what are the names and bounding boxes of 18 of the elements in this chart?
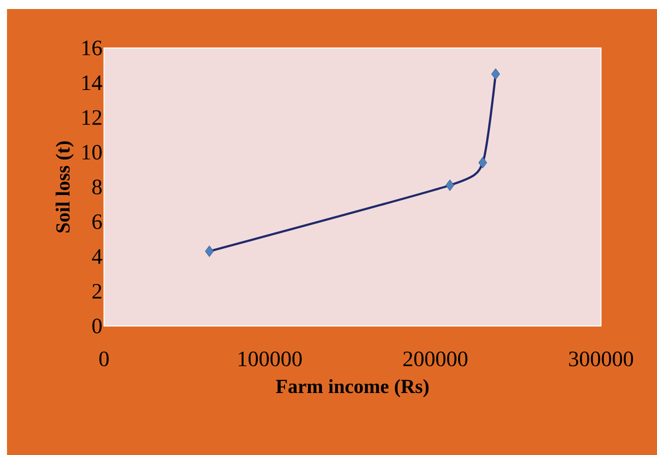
point	[491, 68, 500, 80]
y-tick-label: 16	[82, 40, 102, 56]
x-tick-label: 300000	[569, 352, 634, 366]
y-tick-label: 2	[92, 284, 102, 298]
x-tick-label: 200000	[403, 352, 468, 366]
y-tick-label: 10	[82, 144, 102, 160]
point	[446, 180, 454, 191]
y-axis-title: Soil loss (t)	[56, 141, 74, 232]
x-tick-label: 100000	[238, 352, 302, 366]
point	[478, 156, 488, 168]
y-tick-label: 4	[92, 249, 102, 264]
y-tick-label: 14	[82, 76, 102, 90]
x-axis-title: Farm income (Rs)	[276, 379, 429, 398]
y-tick-label: 8	[92, 180, 102, 194]
y-tick-label: 0	[92, 318, 102, 334]
y-tick-label: 6	[92, 214, 102, 230]
point	[205, 246, 214, 257]
y-tick-label: 12	[82, 110, 102, 125]
